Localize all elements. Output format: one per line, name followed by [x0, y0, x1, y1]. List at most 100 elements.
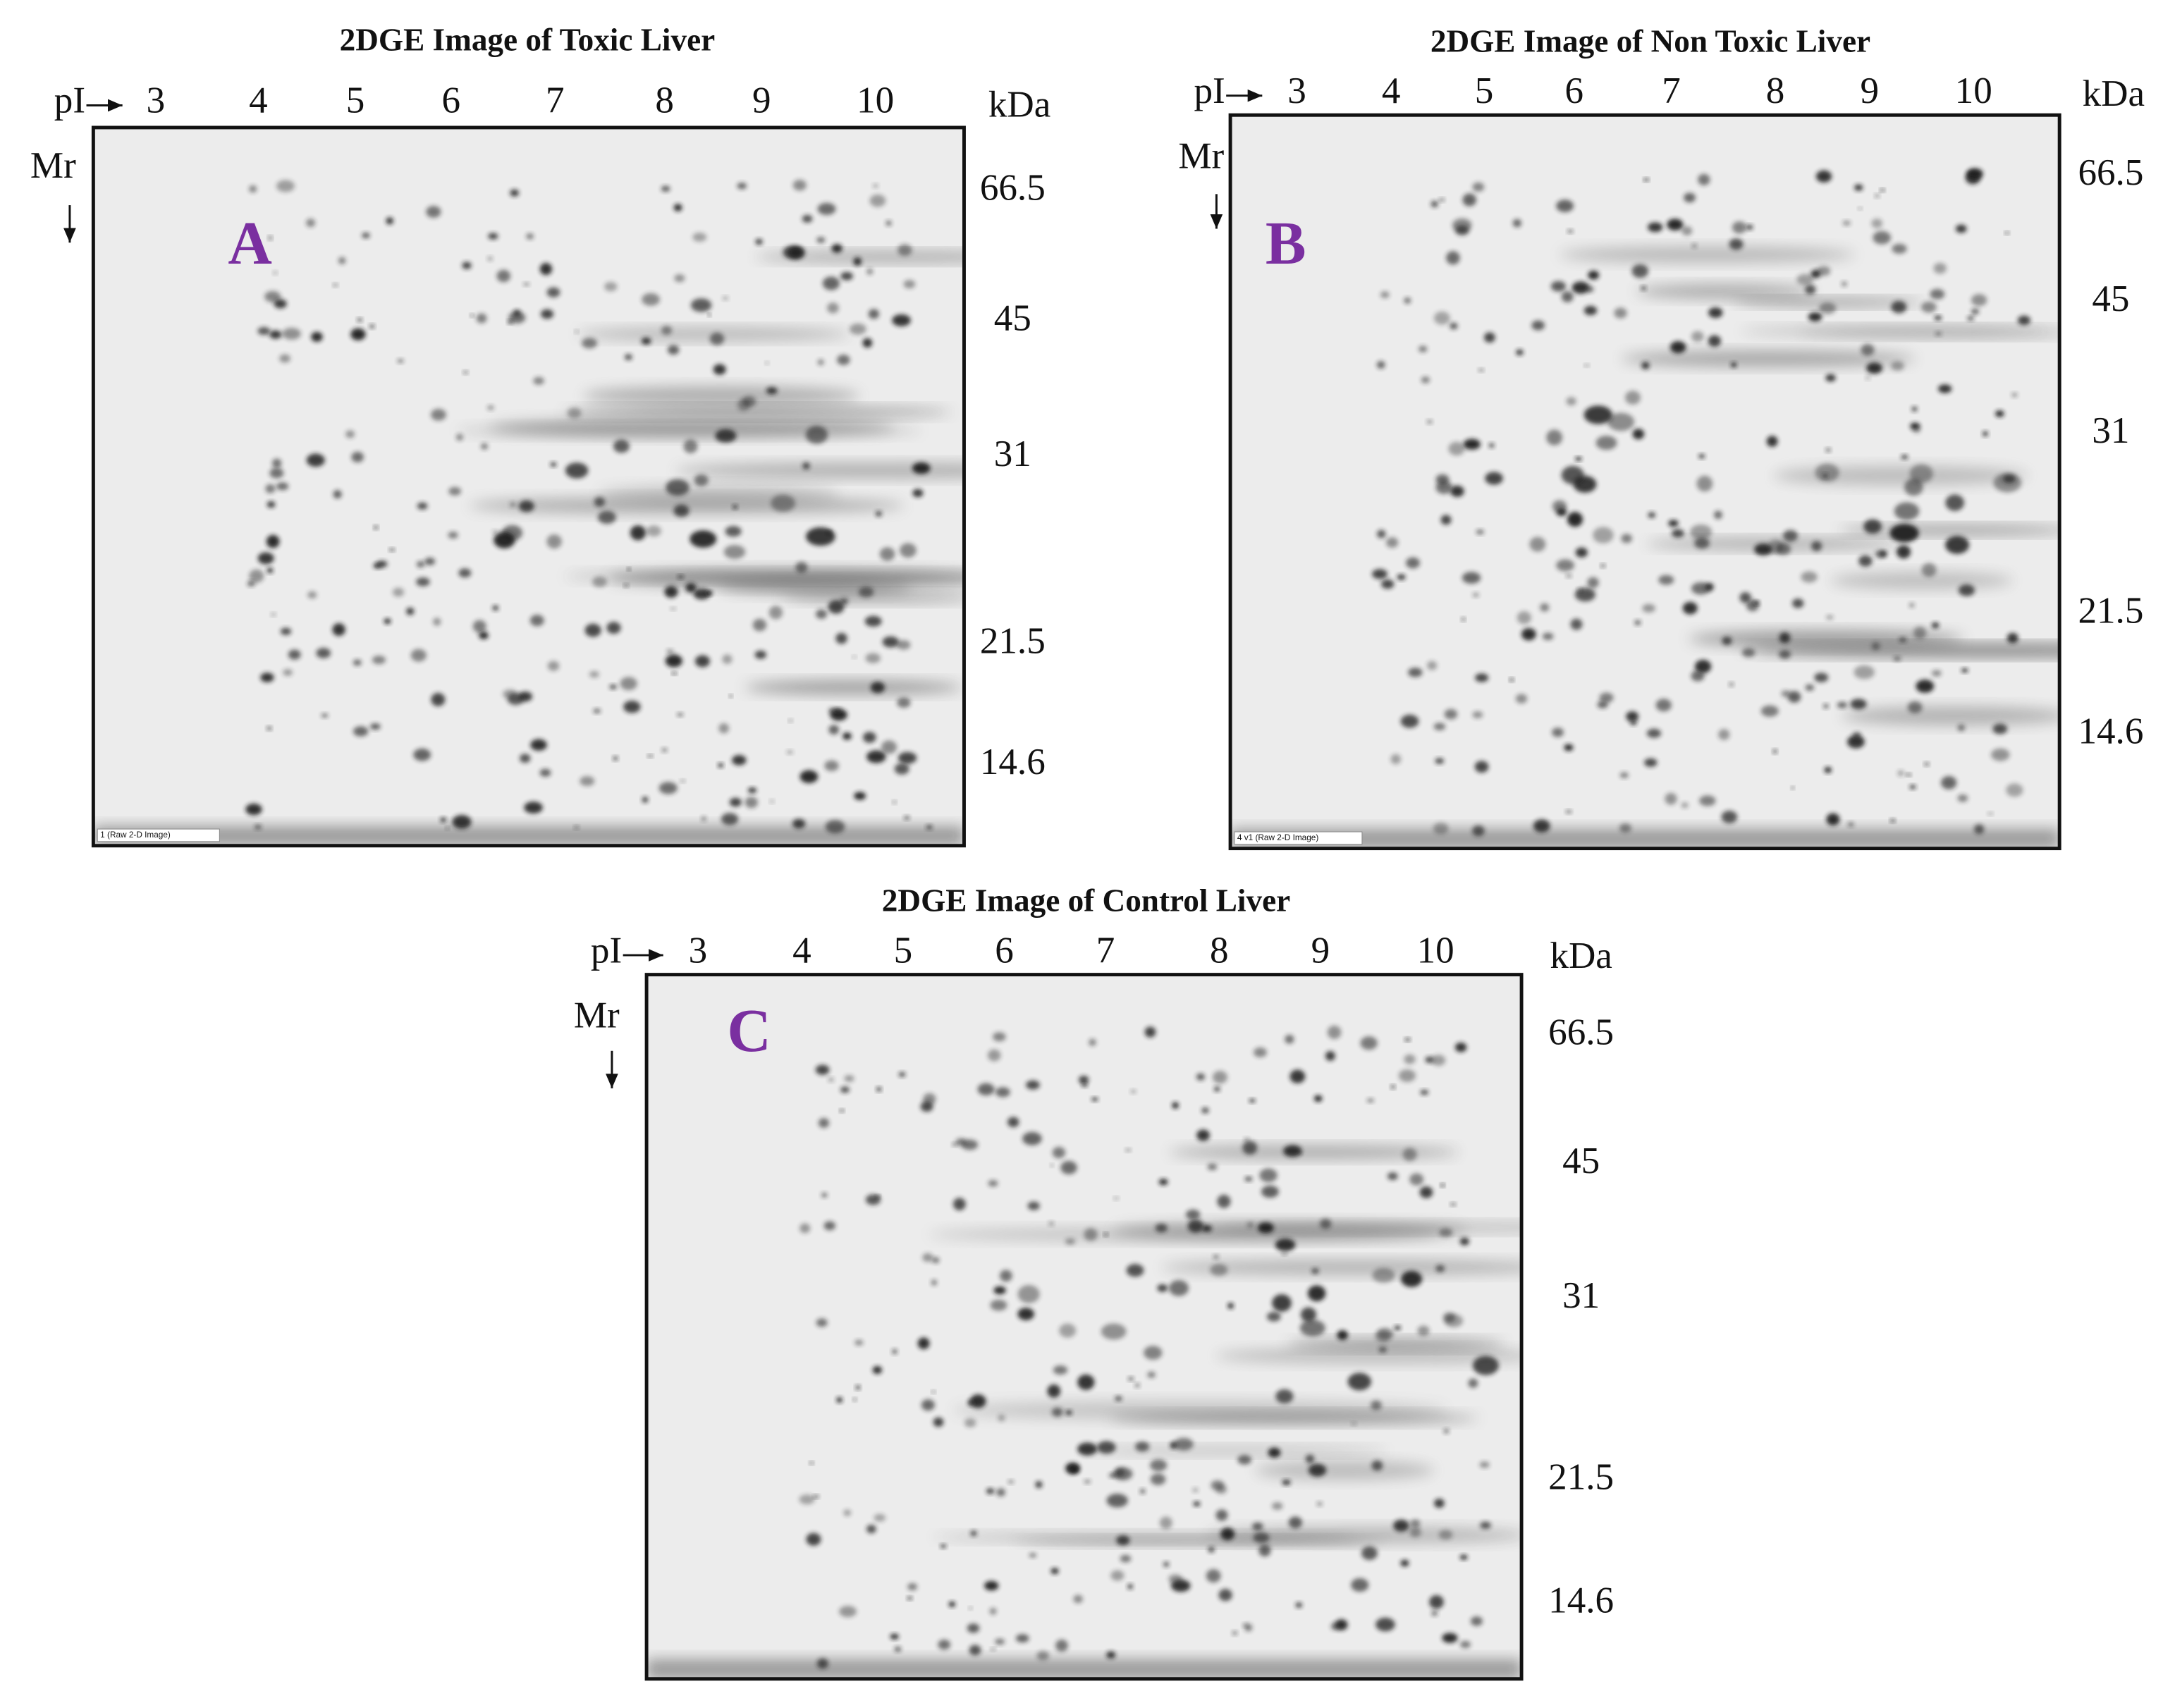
gel-spot — [1893, 656, 1901, 661]
gel-spot — [1351, 1578, 1369, 1592]
gel-spot — [1575, 456, 1582, 461]
gel-spot — [1439, 1228, 1453, 1237]
gel-spot — [1619, 823, 1631, 833]
gel-spot — [1385, 537, 1399, 548]
gel-spot — [1433, 311, 1450, 325]
gel-spot — [1754, 543, 1772, 555]
gel-spot — [866, 1525, 876, 1534]
gel-spot — [674, 274, 685, 283]
gel-spot — [770, 799, 774, 804]
gel-spot — [1371, 1400, 1382, 1411]
gel-spot — [1805, 684, 1815, 692]
gel-spot — [1308, 1463, 1327, 1477]
gel-spot — [658, 782, 678, 794]
gel-spot — [991, 1647, 995, 1651]
gel-spot — [831, 244, 843, 253]
gel-spot — [1556, 508, 1567, 517]
gel-spot — [410, 649, 427, 662]
gel-spot — [1561, 466, 1584, 484]
gel-spot — [904, 816, 910, 820]
gel-spot — [1540, 603, 1550, 612]
gel-spot — [1971, 294, 1987, 307]
gel-spot — [941, 1544, 946, 1549]
gel-spot — [431, 692, 446, 706]
gel-spot — [1875, 550, 1887, 558]
gel-spot — [1909, 785, 1916, 790]
gel-spot — [1213, 1086, 1220, 1092]
gel-spot — [1625, 391, 1641, 405]
gel-spot — [1249, 1098, 1256, 1103]
gel-spot — [993, 1032, 1006, 1042]
gel-spot — [1819, 302, 1837, 314]
gel-spot — [932, 1257, 940, 1264]
gel-spot — [487, 256, 493, 262]
gel-spot — [970, 1394, 986, 1408]
gel-streak — [1830, 572, 2014, 589]
gel-spot — [1472, 182, 1485, 192]
gel-streak — [1169, 1145, 1459, 1159]
gel-spot — [1375, 1329, 1391, 1342]
gel-spot — [677, 713, 683, 717]
gel-spot — [1232, 1630, 1237, 1635]
gel-spot — [1327, 1025, 1342, 1040]
gel-spot — [1440, 515, 1452, 525]
gel-spot — [722, 654, 733, 664]
gel-spot — [1450, 322, 1458, 330]
mr-tick-label: 66.5 — [980, 168, 1046, 209]
gel-spot — [792, 818, 806, 829]
gel-spot — [1289, 1069, 1306, 1083]
gel-spot — [1583, 405, 1613, 424]
gel-spot — [805, 426, 828, 444]
gel-streak — [1689, 630, 1963, 648]
gel-spot — [1858, 207, 1862, 210]
gel-spot — [1512, 219, 1521, 228]
gel-spot — [1584, 364, 1589, 367]
gel-spot — [1268, 1447, 1281, 1458]
gel-streak — [952, 1400, 1447, 1420]
pi-label: pI — [1194, 70, 1225, 111]
gel-spot — [417, 502, 428, 510]
gel-spot — [1097, 1441, 1116, 1454]
gel-spot — [1642, 603, 1655, 613]
gel-spot — [530, 739, 547, 751]
gel-spot — [868, 309, 879, 319]
gel-spot — [598, 510, 616, 524]
gel-spot — [1815, 463, 1839, 482]
gel-spot — [1488, 443, 1495, 448]
gel-spot — [1439, 197, 1445, 202]
gel-spot — [872, 1366, 882, 1374]
gel-spot — [792, 179, 807, 191]
gel-spot — [424, 558, 436, 565]
gel-spot — [1172, 1102, 1179, 1109]
gel-spot — [1517, 611, 1531, 625]
gel-spot — [1275, 1389, 1294, 1403]
gel-spot — [1017, 1308, 1034, 1320]
gel-spot — [690, 530, 717, 548]
gel-spot — [1115, 1468, 1125, 1477]
gel-spot — [1419, 1186, 1433, 1198]
gel-spot — [673, 204, 682, 211]
gel-spot — [1077, 1374, 1095, 1390]
pi-tick-label: 5 — [1475, 70, 1494, 111]
gel-spot — [1438, 1530, 1453, 1540]
pi-tick-label: 8 — [655, 80, 674, 121]
gel-spot — [1779, 632, 1791, 644]
gel-spot — [492, 605, 499, 611]
unit-label: kDa — [2083, 73, 2145, 114]
gel-spot — [1007, 1117, 1019, 1128]
gel-spot — [480, 443, 489, 450]
gel-spot — [1000, 1270, 1012, 1282]
gel-spot — [463, 370, 468, 374]
gel-spot — [892, 1348, 897, 1355]
gel-spot — [362, 232, 370, 239]
gel-spot — [1619, 772, 1629, 778]
gel-spot — [661, 185, 670, 192]
gel-spot — [613, 756, 618, 761]
pi-tick-label: 3 — [147, 80, 166, 121]
gel-spot — [1212, 1071, 1227, 1084]
pi-tick-label: 10 — [1417, 930, 1454, 971]
gel-spot — [737, 398, 750, 412]
gel-spot — [1047, 1384, 1061, 1398]
pi-tick-label: 6 — [1565, 70, 1584, 111]
